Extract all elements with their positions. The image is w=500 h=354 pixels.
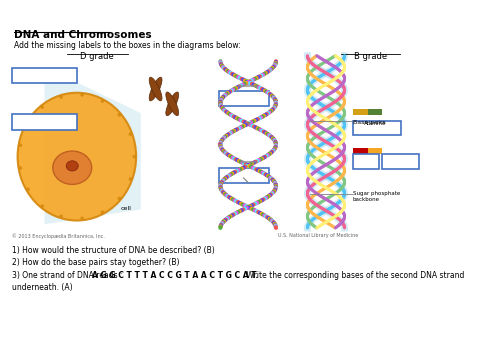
Ellipse shape bbox=[132, 155, 136, 159]
Text: 3) One strand of DNA reads :: 3) One strand of DNA reads : bbox=[12, 270, 125, 280]
Text: Add the missing labels to the boxes in the diagrams below:: Add the missing labels to the boxes in t… bbox=[14, 41, 240, 50]
Text: Adenine: Adenine bbox=[364, 121, 386, 126]
Text: Write the corresponding bases of the second DNA strand: Write the corresponding bases of the sec… bbox=[244, 270, 464, 280]
Ellipse shape bbox=[166, 92, 178, 116]
Text: Base pairs: Base pairs bbox=[353, 120, 386, 125]
Ellipse shape bbox=[128, 132, 132, 136]
FancyBboxPatch shape bbox=[12, 68, 77, 84]
Text: cell: cell bbox=[120, 206, 132, 211]
Text: © 2013 Encyclopædia Britannica, Inc.: © 2013 Encyclopædia Britannica, Inc. bbox=[12, 234, 105, 239]
FancyBboxPatch shape bbox=[353, 148, 368, 154]
Ellipse shape bbox=[53, 151, 92, 184]
Ellipse shape bbox=[60, 215, 63, 218]
Text: 1) How would the structure of DNA be described? (B): 1) How would the structure of DNA be des… bbox=[12, 246, 215, 256]
Text: 2) How do the base pairs stay together? (B): 2) How do the base pairs stay together? … bbox=[12, 258, 179, 268]
FancyBboxPatch shape bbox=[218, 91, 270, 106]
Ellipse shape bbox=[18, 93, 136, 221]
FancyBboxPatch shape bbox=[353, 154, 379, 169]
Ellipse shape bbox=[40, 105, 44, 109]
FancyBboxPatch shape bbox=[353, 120, 401, 135]
Ellipse shape bbox=[26, 122, 30, 126]
FancyBboxPatch shape bbox=[353, 109, 368, 115]
Ellipse shape bbox=[149, 77, 162, 101]
Ellipse shape bbox=[100, 210, 104, 214]
FancyBboxPatch shape bbox=[368, 109, 382, 115]
Text: DNA and Chromosomes: DNA and Chromosomes bbox=[14, 30, 151, 40]
Ellipse shape bbox=[80, 93, 84, 97]
Ellipse shape bbox=[166, 92, 178, 116]
Ellipse shape bbox=[128, 177, 132, 181]
Ellipse shape bbox=[118, 196, 121, 200]
Text: Sugar phosphate
backbone: Sugar phosphate backbone bbox=[353, 191, 400, 202]
FancyBboxPatch shape bbox=[368, 148, 382, 154]
Ellipse shape bbox=[149, 77, 162, 101]
Text: D grade: D grade bbox=[80, 52, 114, 61]
FancyBboxPatch shape bbox=[12, 114, 77, 130]
FancyBboxPatch shape bbox=[218, 168, 270, 183]
Text: underneath. (A): underneath. (A) bbox=[12, 282, 72, 292]
Ellipse shape bbox=[26, 187, 30, 191]
Ellipse shape bbox=[18, 143, 22, 147]
Ellipse shape bbox=[60, 95, 63, 99]
Ellipse shape bbox=[66, 161, 78, 171]
Text: U.S. National Library of Medicine: U.S. National Library of Medicine bbox=[278, 234, 358, 239]
Ellipse shape bbox=[100, 99, 104, 103]
Ellipse shape bbox=[118, 113, 121, 117]
Ellipse shape bbox=[18, 166, 22, 170]
Text: B grade: B grade bbox=[354, 52, 387, 61]
Ellipse shape bbox=[40, 204, 44, 208]
FancyBboxPatch shape bbox=[382, 154, 418, 169]
Text: A G G C T T T A C C G T A A C T G C A T.: A G G C T T T A C C G T A A C T G C A T. bbox=[92, 270, 258, 280]
Ellipse shape bbox=[80, 217, 84, 220]
Polygon shape bbox=[44, 67, 141, 224]
